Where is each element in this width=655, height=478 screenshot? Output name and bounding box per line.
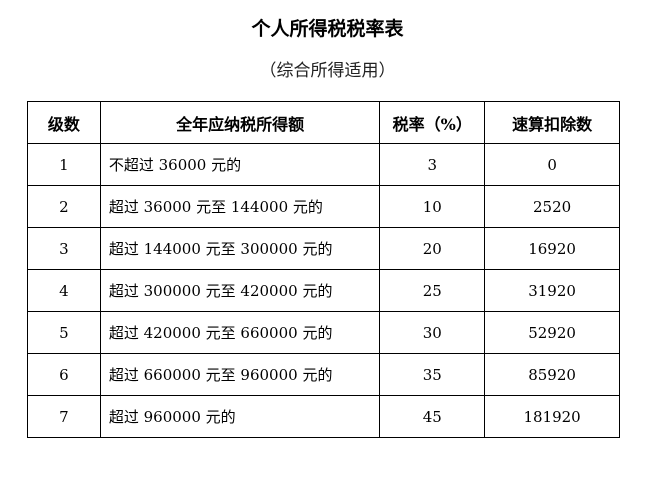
table-row: 6 超过 660000 元至 960000 元的 35 85920 (27, 353, 620, 396)
cell-deduction: 85920 (484, 353, 620, 396)
cell-level: 2 (27, 185, 101, 228)
cell-income-range: 超过 300000 元至 420000 元的 (99, 269, 381, 312)
cell-deduction: 16920 (484, 227, 620, 270)
header-deduction: 速算扣除数 (484, 101, 620, 144)
cell-level: 6 (27, 353, 101, 396)
document-subtitle: （综合所得适用） (259, 61, 396, 81)
cell-level: 4 (27, 269, 101, 312)
cell-rate: 30 (379, 311, 486, 354)
cell-income-range: 超过 144000 元至 300000 元的 (99, 227, 381, 270)
cell-rate: 3 (379, 143, 486, 186)
header-rate: 税率（%） (379, 101, 486, 144)
cell-level: 7 (27, 395, 101, 438)
cell-rate: 25 (379, 269, 486, 312)
cell-income-range: 超过 36000 元至 144000 元的 (99, 185, 381, 228)
table-header-row: 级数 全年应纳税所得额 税率（%） 速算扣除数 (27, 101, 620, 144)
cell-deduction: 2520 (484, 185, 620, 228)
table-row: 4 超过 300000 元至 420000 元的 25 31920 (27, 269, 620, 312)
table-row: 2 超过 36000 元至 144000 元的 10 2520 (27, 185, 620, 228)
cell-income-range: 超过 660000 元至 960000 元的 (99, 353, 381, 396)
cell-income-range: 超过 960000 元的 (99, 395, 381, 438)
cell-deduction: 0 (484, 143, 620, 186)
document-title: 个人所得税税率表 (251, 18, 404, 40)
table-row: 7 超过 960000 元的 45 181920 (27, 395, 620, 438)
cell-level: 3 (27, 227, 101, 270)
table-row: 3 超过 144000 元至 300000 元的 20 16920 (27, 227, 620, 270)
header-income-range: 全年应纳税所得额 (99, 101, 381, 144)
cell-rate: 45 (379, 395, 486, 438)
cell-level: 5 (27, 311, 101, 354)
cell-deduction: 31920 (484, 269, 620, 312)
cell-income-range: 超过 420000 元至 660000 元的 (99, 311, 381, 354)
cell-income-range: 不超过 36000 元的 (99, 143, 381, 186)
cell-rate: 10 (379, 185, 486, 228)
tax-rate-table: 级数 全年应纳税所得额 税率（%） 速算扣除数 1 不超过 36000 元的 3 0 2… (27, 101, 620, 438)
cell-deduction: 181920 (484, 395, 620, 438)
cell-level: 1 (27, 143, 101, 186)
cell-rate: 20 (379, 227, 486, 270)
cell-rate: 35 (379, 353, 486, 396)
table-row: 5 超过 420000 元至 660000 元的 30 52920 (27, 311, 620, 354)
cell-deduction: 52920 (484, 311, 620, 354)
table-row: 1 不超过 36000 元的 3 0 (27, 143, 620, 186)
header-level: 级数 (27, 101, 101, 144)
